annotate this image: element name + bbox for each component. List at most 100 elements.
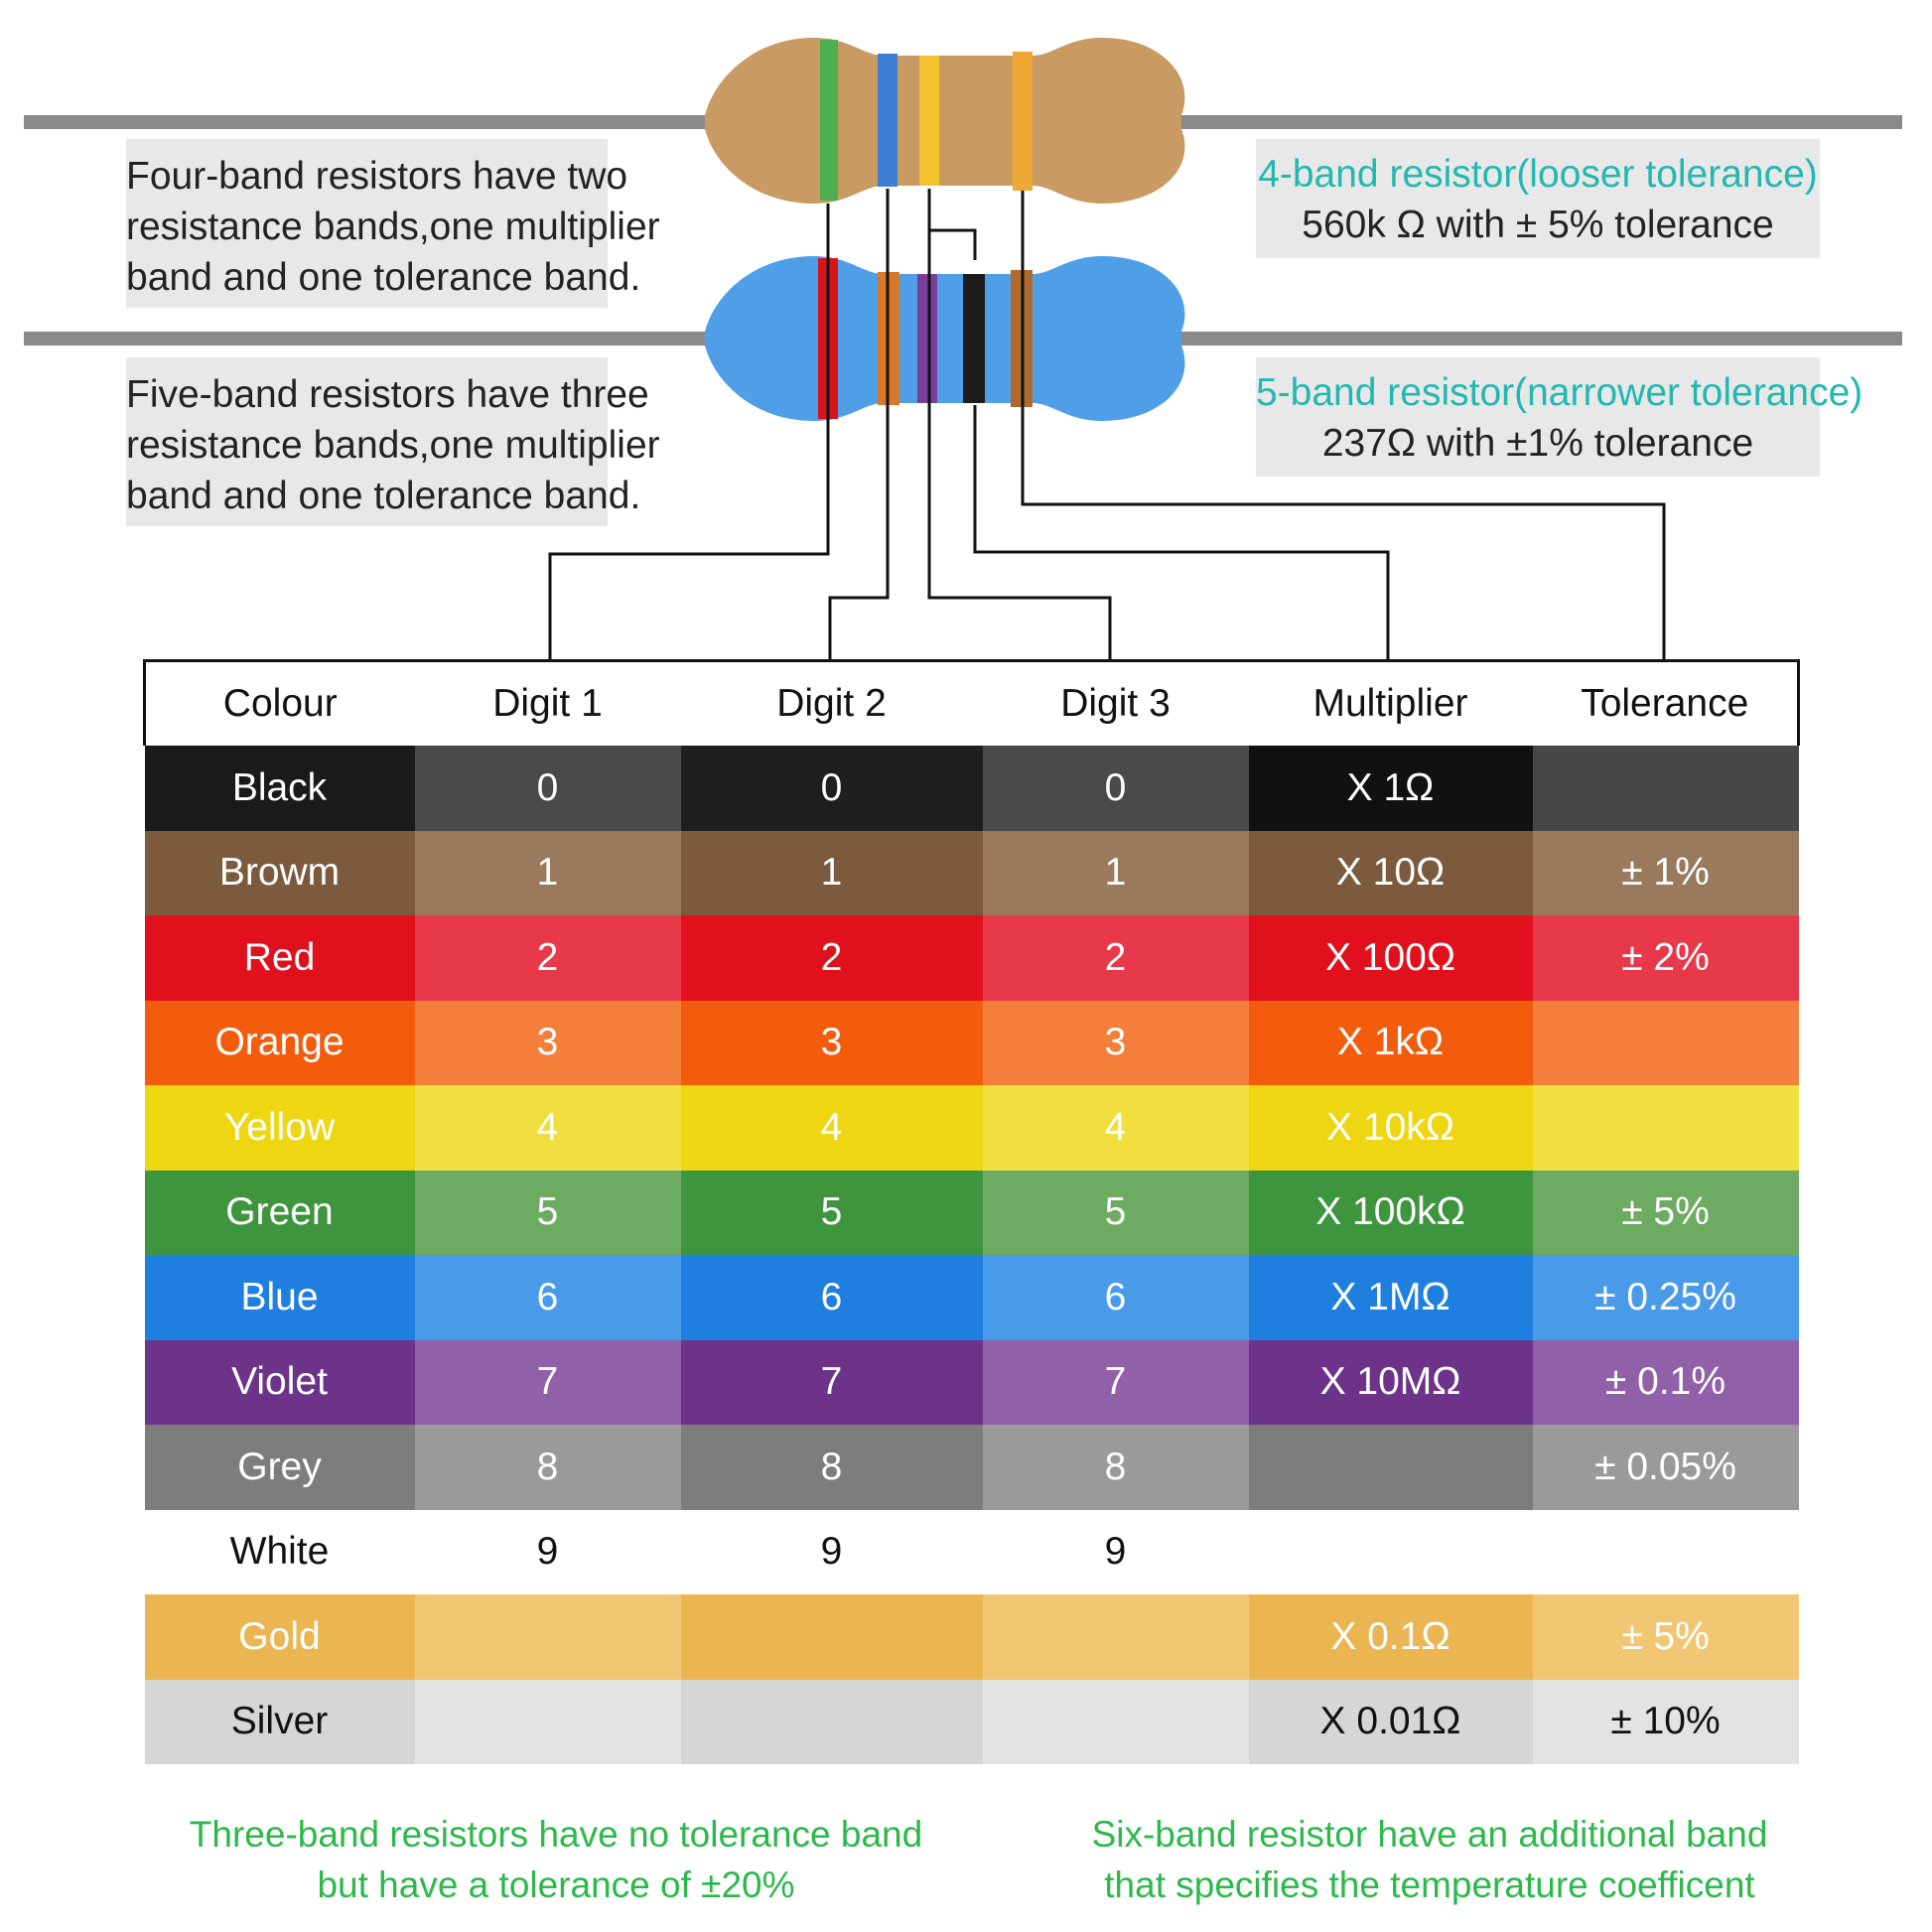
cell-digit-3: 9 [982,1509,1249,1594]
cell-tolerance: ± 5% [1532,1594,1799,1680]
cell-tolerance [1532,1000,1799,1085]
five-band-desc-line-3: band and one tolerance band. [126,475,641,517]
cell-digit-1: 6 [414,1255,681,1340]
four-band-body [705,38,1185,204]
cell-digit-3: 8 [982,1425,1249,1510]
cell-tolerance: ± 10% [1532,1679,1799,1764]
cell-digit-3: 0 [982,746,1249,831]
table-row: Blue 6 6 6 X 1MΩ ± 0.25% [144,1255,1799,1340]
cell-digit-1: 7 [414,1339,681,1425]
cell-digit-3: 5 [982,1170,1249,1255]
five-band-desc-line-2: resistance bands,one multiplier [126,424,660,467]
cell-tolerance: ± 0.05% [1532,1425,1799,1510]
six-band-footnote-line-1: Six-band resistor have an additional ban… [1091,1814,1768,1855]
three-band-footnote-line-2: but have a tolerance of ±20% [317,1864,795,1905]
cell-digit-2: 6 [680,1255,983,1340]
cell-colour: Gold [144,1594,415,1680]
table-row: Grey 8 8 8 ± 0.05% [144,1425,1799,1510]
cell-tolerance: ± 0.25% [1532,1255,1799,1340]
cell-multiplier: X 100kΩ [1248,1170,1533,1255]
five-band-example-value: 237Ω with ±1% tolerance [1321,422,1754,465]
cell-digit-3 [982,1679,1249,1764]
color-code-table: Colour Digit 1 Digit 2 Digit 3 Multiplie… [143,659,1800,1764]
cell-digit-2: 2 [680,915,983,1001]
cell-colour: Blue [144,1255,415,1340]
cell-colour: Green [144,1170,415,1255]
cell-digit-3 [982,1594,1249,1680]
cell-colour: Silver [144,1679,415,1764]
table-header-row: Colour Digit 1 Digit 2 Digit 3 Multiplie… [143,659,1800,746]
cell-multiplier [1248,1509,1533,1594]
table-row: Black 0 0 0 X 1Ω [144,746,1799,831]
five-band-example-title: 5-band resistor(narrower tolerance) [1256,371,1863,414]
cell-multiplier: X 1MΩ [1248,1255,1533,1340]
cell-digit-2: 8 [680,1425,983,1510]
cell-digit-3: 7 [982,1339,1249,1425]
header-multiplier: Multiplier [1248,659,1533,746]
six-band-footnote: Six-band resistor have an additional ban… [1052,1809,1807,1910]
cell-digit-1: 3 [414,1000,681,1085]
cell-colour: White [144,1509,415,1594]
table-row: Violet 7 7 7 X 10MΩ ± 0.1% [144,1339,1799,1425]
cell-multiplier: X 1Ω [1248,746,1533,831]
cell-digit-2: 9 [680,1509,983,1594]
six-band-footnote-line-2: that specifies the temperature coefficen… [1104,1864,1755,1905]
cell-digit-1 [414,1594,681,1680]
connector-multiplier-four [927,189,977,260]
table-row: Orange 3 3 3 X 1kΩ [144,1000,1799,1085]
four-band-example: 4-band resistor(looser tolerance) 560k Ω… [1256,139,1820,258]
cell-digit-2: 4 [680,1085,983,1171]
header-digit-2: Digit 2 [680,659,983,746]
four-band-resistor [705,38,1185,204]
cell-colour: Black [144,746,415,831]
four-band-description: Four-band resistors have two resistance … [126,139,660,308]
cell-multiplier: X 0.01Ω [1248,1679,1533,1764]
four-band-band-1 [820,40,838,201]
cell-tolerance: ± 1% [1532,830,1799,915]
four-band-example-value: 560k Ω with ± 5% tolerance [1302,204,1774,246]
table-body: Black 0 0 0 X 1Ω Browm 1 1 1 X 10Ω ± 1% Red 2 2 2 X 100… [144,746,1799,1764]
table-row: Browm 1 1 1 X 10Ω ± 1% [144,830,1799,915]
cell-digit-2: 1 [680,830,983,915]
cell-digit-2: 7 [680,1339,983,1425]
four-band-desc-line-1: Four-band resistors have two [126,155,628,198]
cell-colour: Red [144,915,415,1001]
cell-colour: Grey [144,1425,415,1510]
cell-digit-1: 0 [414,746,681,831]
band-connector-lines [548,189,1666,659]
table-row: Yellow 4 4 4 X 10kΩ [144,1085,1799,1171]
five-band-desc-line-1: Five-band resistors have three [126,373,649,416]
five-band-band-3 [917,274,937,403]
cell-digit-3: 3 [982,1000,1249,1085]
four-band-band-4 [1013,52,1033,191]
cell-tolerance: ± 5% [1532,1170,1799,1255]
cell-multiplier: X 1kΩ [1248,1000,1533,1085]
four-band-desc-line-3: band and one tolerance band. [126,256,641,299]
five-band-example: 5-band resistor(narrower tolerance) 237Ω… [1256,357,1863,477]
three-band-footnote: Three-band resistors have no tolerance b… [179,1809,933,1910]
cell-multiplier [1248,1425,1533,1510]
four-band-desc-line-2: resistance bands,one multiplier [126,206,660,248]
cell-multiplier: X 0.1Ω [1248,1594,1533,1680]
cell-colour: Violet [144,1339,415,1425]
cell-digit-1: 5 [414,1170,681,1255]
cell-multiplier: X 10Ω [1248,830,1533,915]
cell-digit-1: 2 [414,915,681,1001]
cell-digit-3: 6 [982,1255,1249,1340]
cell-digit-2 [680,1679,983,1764]
cell-digit-2: 3 [680,1000,983,1085]
table-row: Gold X 0.1Ω ± 5% [144,1594,1799,1680]
cell-digit-3: 4 [982,1085,1249,1171]
connector-digit-1 [548,204,830,659]
cell-digit-1: 4 [414,1085,681,1171]
connector-digit-2 [828,189,890,659]
cell-colour: Browm [144,830,415,915]
cell-digit-1: 1 [414,830,681,915]
cell-digit-2: 0 [680,746,983,831]
cell-multiplier: X 100Ω [1248,915,1533,1001]
cell-multiplier: X 10MΩ [1248,1339,1533,1425]
five-band-body [705,256,1185,421]
three-band-footnote-line-1: Three-band resistors have no tolerance b… [189,1814,923,1855]
connector-multiplier [973,405,1390,659]
